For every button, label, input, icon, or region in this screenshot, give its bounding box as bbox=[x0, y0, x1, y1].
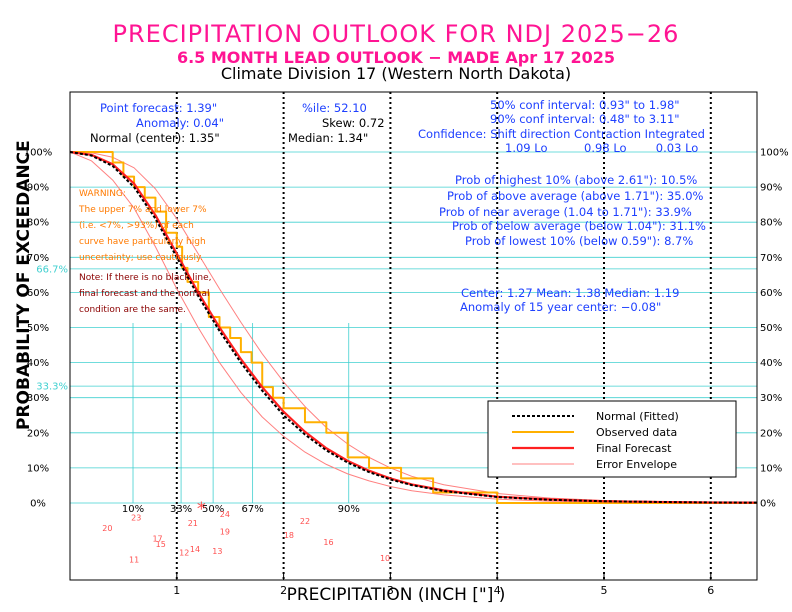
prob-highest: Prob of highest 10% (above 2.61"): 10.5% bbox=[455, 173, 698, 187]
series-step-orange bbox=[70, 151, 757, 504]
skew-text: Skew: 0.72 bbox=[322, 116, 385, 130]
warning-line-3: (i.e. <7%, >93%) of each bbox=[79, 221, 194, 231]
y-tick-label-left: 10% bbox=[27, 463, 49, 474]
y-tick-label-right: 40% bbox=[760, 358, 782, 369]
y-tick-label-left: 70% bbox=[27, 253, 49, 264]
scatter-year-label: 18 bbox=[284, 531, 294, 540]
anomaly-15yr: Anomaly of 15 year center: −0.08" bbox=[460, 300, 662, 314]
warning-line-1: WARNING: bbox=[79, 189, 126, 199]
y-tick-label-left: 0% bbox=[30, 499, 46, 510]
scatter-year-label: 21 bbox=[188, 519, 198, 528]
y-tick-label-right: 10% bbox=[760, 463, 782, 474]
prob-near: Prob of near average (1.04 to 1.71"): 33… bbox=[439, 205, 692, 219]
point-forecast-text: Point forecast: 1.39" bbox=[100, 101, 218, 115]
percentile-label: 10% bbox=[122, 504, 144, 515]
series-dotted-black bbox=[70, 151, 757, 504]
y-tick-label-right: 60% bbox=[760, 288, 782, 299]
observed-marker: * bbox=[197, 499, 206, 520]
anomaly-text: Anomaly: 0.04" bbox=[136, 116, 225, 130]
y-axis-label: PROBABILITY OF EXCEEDANCE bbox=[14, 140, 34, 430]
confidence-values: 1.09 Lo 0.98 Lo 0.03 Lo bbox=[505, 141, 699, 155]
x-tick-label: 6 bbox=[707, 584, 714, 597]
percentile-label: 67% bbox=[242, 504, 264, 515]
y-tick-label-right: 70% bbox=[760, 253, 782, 264]
scatter-year-label: 14 bbox=[190, 545, 200, 554]
confidence-header: Confidence: Shift direction Contraction … bbox=[418, 127, 705, 141]
scatter-year-label: 17 bbox=[152, 535, 162, 544]
y-tick-label-left: 20% bbox=[27, 428, 49, 439]
prob-lowest: Prob of lowest 10% (below 0.59"): 8.7% bbox=[465, 234, 694, 248]
y-tick-label-right: 20% bbox=[760, 428, 782, 439]
scatter-year-label: 20 bbox=[102, 524, 112, 533]
y-tick-label-left: 50% bbox=[27, 323, 49, 334]
y-tick-label-left: 90% bbox=[27, 183, 49, 194]
percentile-label: 33% bbox=[170, 504, 192, 515]
x-tick-label: 5 bbox=[601, 584, 608, 597]
scatter-year-label: 11 bbox=[129, 556, 139, 565]
note-line-1: Note: If there is no black line, bbox=[79, 273, 212, 283]
prob-above: Prob of above average (above 1.71"): 35.… bbox=[447, 189, 704, 203]
median-text: Median: 1.34" bbox=[288, 131, 369, 145]
chart-subtitle: 6.5 MONTH LEAD OUTLOOK − MADE Apr 17 202… bbox=[176, 48, 616, 67]
percentile-label: 50% bbox=[202, 504, 224, 515]
prob-below: Prob of below average (below 1.04"): 31.… bbox=[452, 219, 706, 233]
x-axis-label: PRECIPITATION (INCH ["] ) bbox=[286, 585, 506, 605]
legend-label: Error Envelope bbox=[596, 458, 677, 471]
scatter-year-label: 23 bbox=[131, 514, 141, 523]
conf50-text: 50% conf interval: 0.93" to 1.98" bbox=[490, 98, 680, 112]
scatter-year-label: 22 bbox=[300, 517, 310, 526]
warning-line-2: The upper 7% and lower 7% bbox=[79, 205, 207, 215]
series-thin-red-upper bbox=[70, 151, 757, 504]
scatter-year-label: 16 bbox=[323, 538, 333, 547]
y-tick-label-left: 30% bbox=[27, 393, 49, 404]
warning-line-5: uncertainty; use cautiously. bbox=[79, 253, 203, 263]
y-tick-label-left: 40% bbox=[27, 358, 49, 369]
note-line-3: condition are the same. bbox=[79, 305, 186, 315]
x-tick-label: 2 bbox=[280, 584, 287, 597]
y-tick-label-right: 100% bbox=[760, 148, 789, 159]
tercile-label: 66.7% bbox=[36, 264, 68, 275]
note-line-2: final forecast and the normal bbox=[79, 289, 210, 299]
tercile-label: 33.3% bbox=[36, 382, 68, 393]
scatter-year-label: 19 bbox=[220, 528, 230, 537]
legend-label: Final Forecast bbox=[596, 442, 672, 455]
legend-label: Observed data bbox=[596, 426, 677, 439]
percentile-label: 90% bbox=[338, 504, 360, 515]
scatter-year-label: 12 bbox=[179, 549, 189, 558]
series-thin-red-lower bbox=[70, 151, 757, 504]
scatter-year-label: 13 bbox=[212, 547, 222, 556]
division-label: Climate Division 17 (Western North Dakot… bbox=[220, 64, 572, 83]
y-tick-label-right: 50% bbox=[760, 323, 782, 334]
y-tick-label-left: 100% bbox=[24, 148, 53, 159]
legend-label: Normal (Fitted) bbox=[596, 410, 679, 423]
center-mean-median: Center: 1.27 Mean: 1.38 Median: 1.19 bbox=[461, 286, 680, 300]
y-tick-label-right: 0% bbox=[760, 499, 776, 510]
x-tick-label: 4 bbox=[494, 584, 501, 597]
x-tick-label: 3 bbox=[387, 584, 394, 597]
percentile-text: %ile: 52.10 bbox=[302, 101, 367, 115]
y-tick-label-right: 30% bbox=[760, 393, 782, 404]
chart-title: PRECIPITATION OUTLOOK FOR NDJ 2025−26 bbox=[112, 20, 680, 48]
y-tick-label-right: 80% bbox=[760, 218, 782, 229]
x-tick-label: 1 bbox=[173, 584, 180, 597]
conf90-text: 90% conf interval: 0.48" to 3.11" bbox=[490, 112, 680, 126]
normal-center-text: Normal (center): 1.35" bbox=[90, 131, 220, 145]
y-tick-label-left: 80% bbox=[27, 218, 49, 229]
plot-frame bbox=[69, 91, 758, 581]
warning-line-4: curve have particularly high bbox=[79, 237, 206, 247]
scatter-year-label: 15 bbox=[156, 540, 166, 549]
y-tick-label-left: 60% bbox=[27, 288, 49, 299]
y-tick-label-right: 90% bbox=[760, 183, 782, 194]
scatter-year-label: 24 bbox=[220, 510, 230, 519]
scatter-year-label: 10 bbox=[380, 554, 390, 563]
